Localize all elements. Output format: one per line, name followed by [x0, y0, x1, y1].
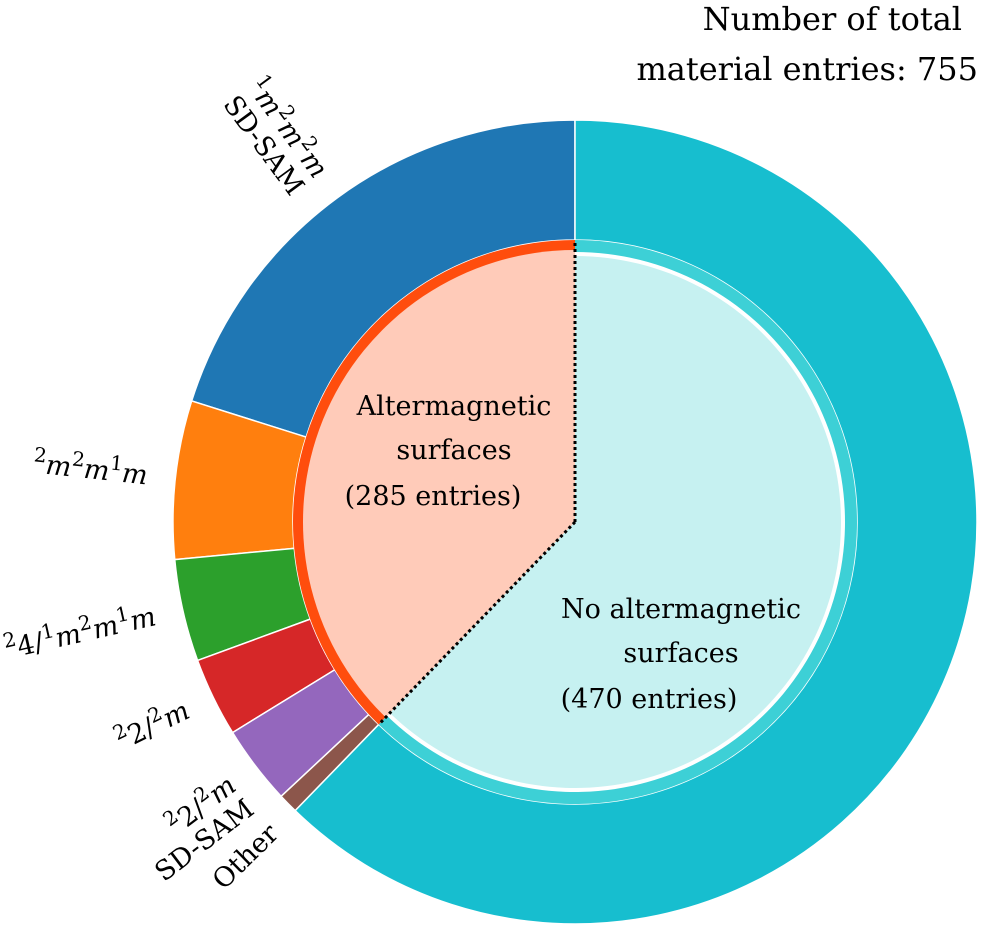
outer-label-2: 2m2m1m: [31, 442, 149, 491]
outer-slice-none: [294, 119, 978, 925]
svg-text:2m2m1m: 2m2m1m: [31, 442, 149, 491]
no-altermagnetic-label-line3: (470 entries): [561, 684, 738, 715]
svg-text:22/2m: 22/2m: [109, 689, 195, 756]
inner-slice-altermagnetic: [303, 250, 575, 718]
inner-ring: [292, 239, 857, 804]
altermagnetic-label-line1: Altermagnetic: [356, 391, 552, 422]
chart-title-line1: Number of total: [703, 0, 962, 38]
altermagnetic-label-line2: surfaces: [396, 435, 511, 466]
altermagnetic-label-line3: (285 entries): [345, 481, 522, 512]
center-labels: Altermagnetic surfaces (285 entries) No alt…: [345, 391, 801, 715]
outer-label-3: 24/1m2m1m: [0, 595, 158, 665]
chart-title-line2: material entries: 755: [636, 50, 978, 88]
svg-text:24/1m2m1m: 24/1m2m1m: [0, 595, 158, 665]
divider-bottom: [377, 520, 577, 726]
no-altermagnetic-label-line1: No altermagnetic: [561, 594, 801, 625]
inner-slice-none: [389, 256, 842, 788]
no-altermagnetic-label-line2: surfaces: [623, 638, 738, 669]
outer-ring: [172, 119, 978, 925]
outer-label-4: 22/2m: [109, 689, 195, 756]
